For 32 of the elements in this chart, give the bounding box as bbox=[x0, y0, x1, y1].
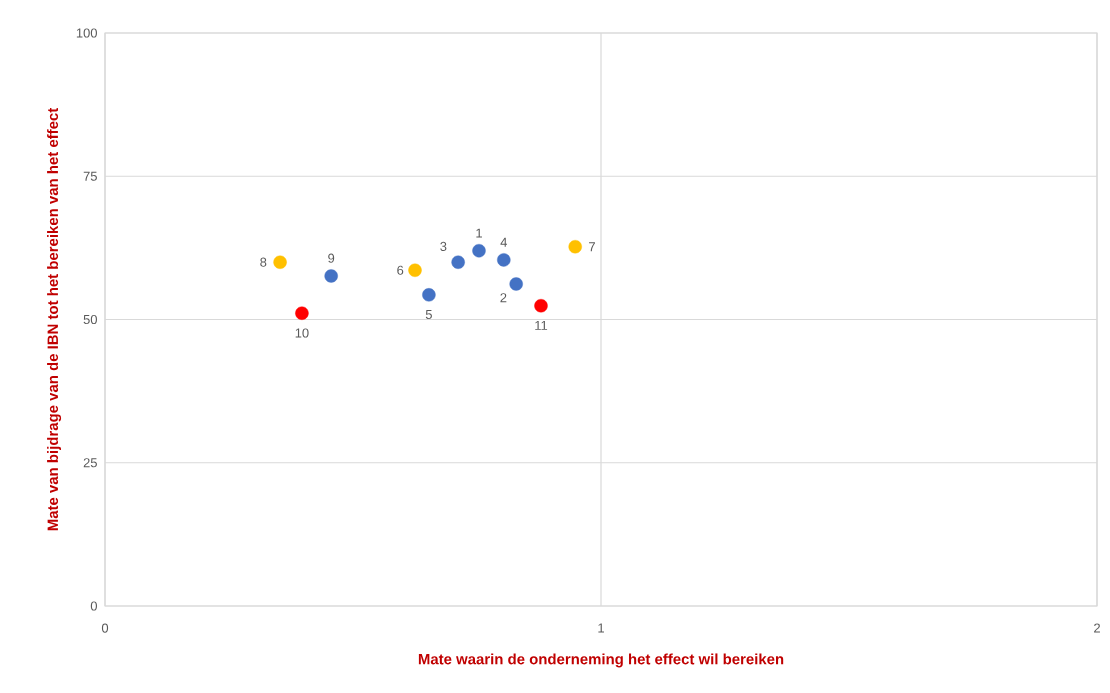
annotation: 7 bbox=[589, 242, 595, 252]
point bbox=[472, 244, 486, 258]
x-axis-title: Mate waarin de onderneming het effect wil bereiken bbox=[418, 653, 784, 668]
annotation: 11 bbox=[535, 320, 548, 330]
point bbox=[273, 255, 287, 269]
annotation: 6 bbox=[397, 265, 404, 275]
point bbox=[295, 306, 309, 320]
y-tick-label: 75 bbox=[83, 171, 97, 181]
point bbox=[422, 288, 436, 302]
point bbox=[534, 299, 548, 313]
point bbox=[324, 269, 338, 283]
annotation: 4 bbox=[500, 237, 508, 247]
y-tick-label: 50 bbox=[83, 314, 97, 325]
y-axis-title: Mate van bijdrage van de IBN tot het bereiken van het effect bbox=[47, 107, 62, 531]
annotation: 9 bbox=[328, 253, 335, 263]
point bbox=[408, 263, 422, 277]
annotation: 8 bbox=[260, 257, 267, 267]
point bbox=[497, 253, 511, 267]
annotation: 3 bbox=[440, 241, 447, 251]
annotation: 10 bbox=[295, 328, 309, 338]
annotation: 5 bbox=[425, 310, 432, 320]
y-tick-label: 100 bbox=[76, 28, 97, 38]
annotation: 2 bbox=[500, 293, 507, 303]
y-tick-label: 0 bbox=[90, 601, 97, 611]
x-tick-label: 0 bbox=[101, 623, 109, 633]
y-tick-label: 25 bbox=[83, 458, 97, 468]
point bbox=[509, 277, 523, 291]
point bbox=[451, 255, 465, 269]
x-tick-label: 1 bbox=[598, 623, 604, 633]
x-tick-label: 2 bbox=[1094, 623, 1100, 633]
annotation: 1 bbox=[476, 228, 482, 238]
point bbox=[568, 240, 582, 254]
